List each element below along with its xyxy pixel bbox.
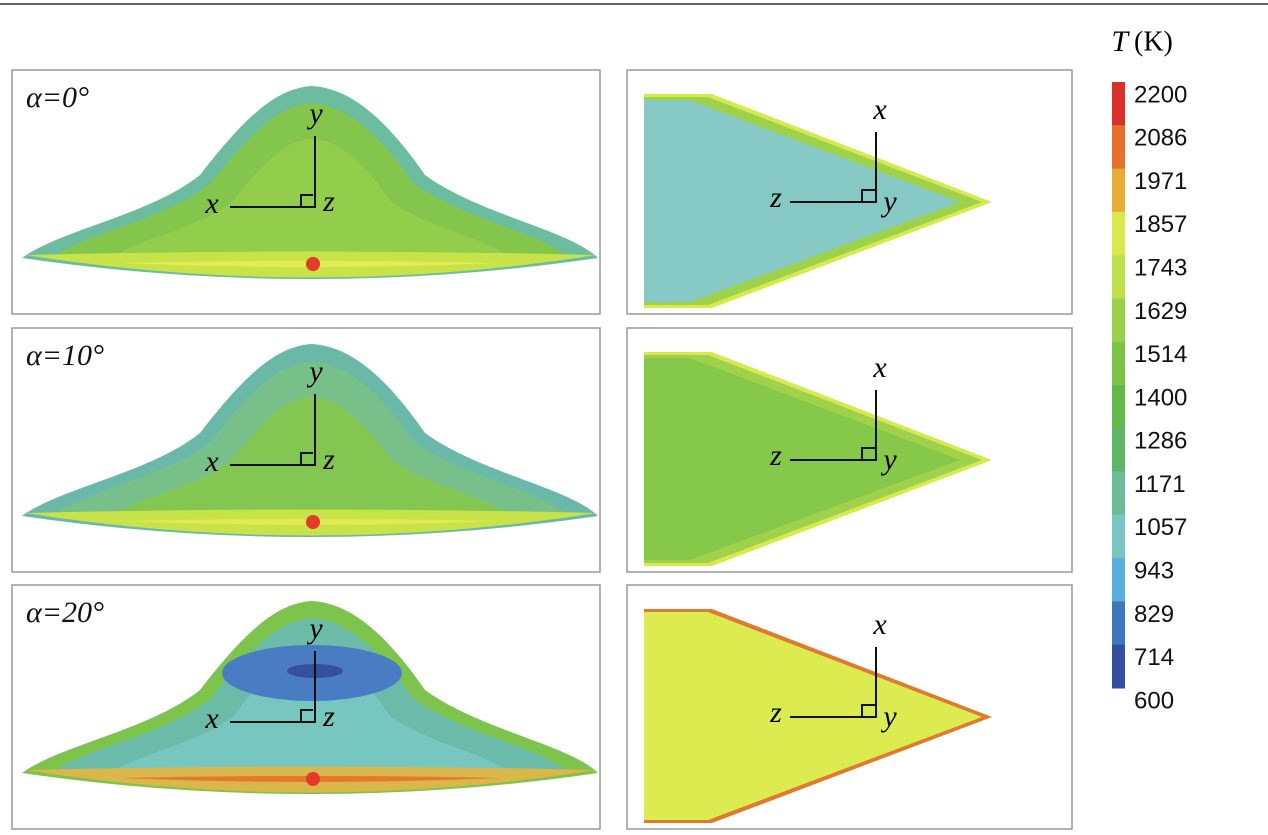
colorbar-label: 2200 [1134,81,1187,108]
colorbar-segment [1112,298,1125,342]
axis-label: z [769,181,782,214]
axis-label: x [872,351,887,384]
colorbar-segment [1112,472,1125,516]
axis-label: z [322,443,335,476]
axis-label: z [322,700,335,733]
axis-label: z [769,696,782,729]
colorbar-segment [1112,558,1125,602]
colorbar-label: 1400 [1134,384,1187,411]
figure: T (K) 2200 2086 1971 1857 1743 1629 1514 1400 12… [0,0,1268,835]
axis-label: x [204,445,219,478]
colorbar-symbol: T [1111,25,1130,58]
colorbar-label: 1857 [1134,211,1187,238]
colorbar-label: 1971 [1134,168,1187,195]
axis-label: y [306,97,323,130]
stagnation-spot [306,257,320,271]
stagnation-spot [306,772,320,786]
colorbar-unit: (K) [1134,26,1173,57]
colorbar-segment [1112,601,1125,645]
axis-label: y [880,185,897,218]
axis-label: z [322,185,335,218]
colorbar-label: 1171 [1134,471,1186,498]
colorbar-label: 829 [1134,601,1174,628]
axis-label: y [880,443,897,476]
stagnation-spot [306,515,320,529]
axis-label: y [306,612,323,645]
axis-label: x [872,93,887,126]
colorbar-segment [1112,212,1125,256]
colorbar-label: 714 [1134,644,1174,671]
colorbar-segment [1112,255,1125,299]
axis-label: x [872,608,887,641]
axis-label: x [204,187,219,220]
colorbar-segment [1112,125,1125,169]
colorbar-label: 1057 [1134,514,1187,541]
colorbar-segment [1112,169,1125,213]
axis-label: y [880,700,897,733]
colorbar-segment [1112,385,1125,429]
colorbar-segment [1112,515,1125,559]
colorbar-label: 1629 [1134,298,1187,325]
colorbar-label: 2086 [1134,125,1187,152]
colorbar-segment [1112,645,1125,689]
colorbar-label: 943 [1134,557,1174,584]
colorbar-segment [1112,82,1125,126]
axis-label: x [204,702,219,735]
panel-label: α=20° [26,596,104,629]
axis-label: z [769,439,782,472]
colorbar-label: 1743 [1134,254,1187,281]
panel-label: α=0° [26,81,89,114]
panel-label: α=10° [26,339,104,372]
colorbar-segment [1112,342,1125,386]
colorbar-label: 600 [1134,687,1174,714]
colorbar-label: 1514 [1134,341,1187,368]
colorbar-segment [1112,428,1125,472]
colorbar-label: 1286 [1134,428,1187,455]
axis-label: y [306,355,323,388]
